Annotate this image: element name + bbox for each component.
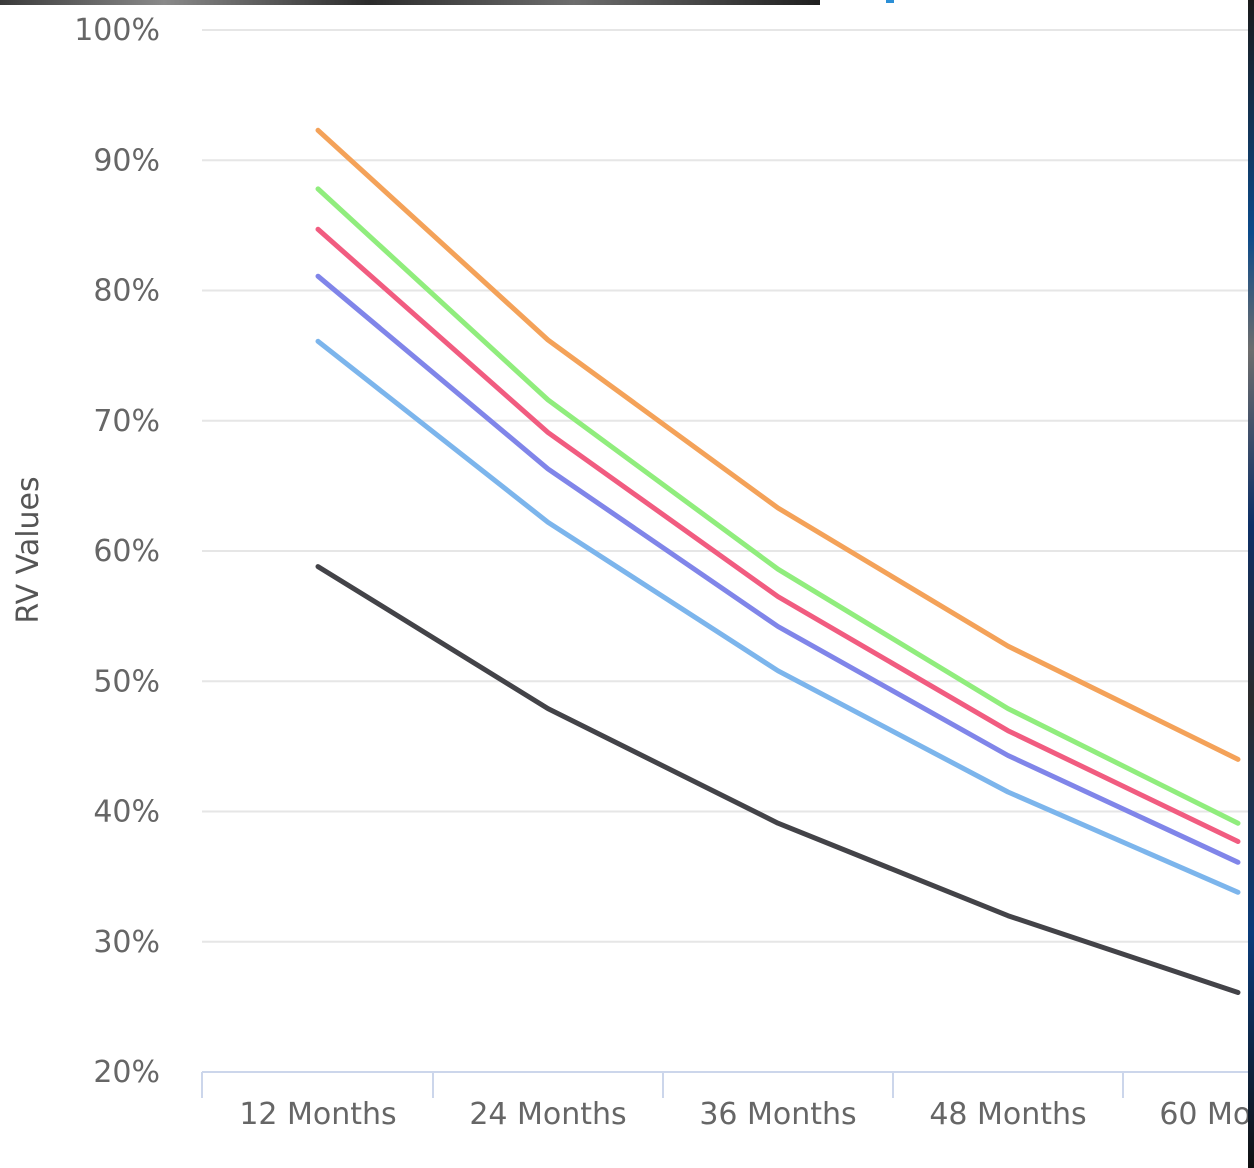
y-tick-label: 100% — [74, 13, 160, 48]
y-tick-label: 60% — [93, 534, 160, 569]
y-tick-label: 20% — [93, 1055, 160, 1090]
y-tick-label: 30% — [93, 925, 160, 960]
series-line-5 — [315, 338, 1241, 895]
background-photo-strip — [0, 0, 820, 5]
series-line-3 — [315, 226, 1241, 844]
series-line-6 — [315, 564, 1241, 995]
x-tick-label: 36 Months — [699, 1097, 856, 1132]
x-tick-label: 24 Months — [469, 1097, 626, 1132]
y-axis-tick-labels: 100% 90% 80% 70% 60% 50% 40% 30% 20% — [74, 13, 160, 1090]
y-tick-label: 70% — [93, 404, 160, 439]
y-tick-label: 50% — [93, 664, 160, 699]
y-tick-label: 80% — [93, 274, 160, 309]
x-axis: 12 Months 24 Months 36 Months 48 Months 60 M… — [201, 1071, 1254, 1132]
series-line-1 — [315, 127, 1241, 762]
series-line-4 — [315, 273, 1241, 865]
y-tick-label: 40% — [93, 795, 160, 830]
background-accent-mark — [886, 0, 894, 3]
series-lines — [315, 127, 1241, 995]
x-tick-label: 60 Months — [1159, 1097, 1254, 1132]
y-tick-label: 90% — [93, 143, 160, 178]
y-axis-title: RV Values — [11, 476, 46, 623]
x-tick-label: 12 Months — [239, 1097, 396, 1132]
x-tick-label: 48 Months — [929, 1097, 1086, 1132]
series-line-2 — [315, 186, 1241, 826]
background-edge-strip — [1248, 0, 1254, 1168]
